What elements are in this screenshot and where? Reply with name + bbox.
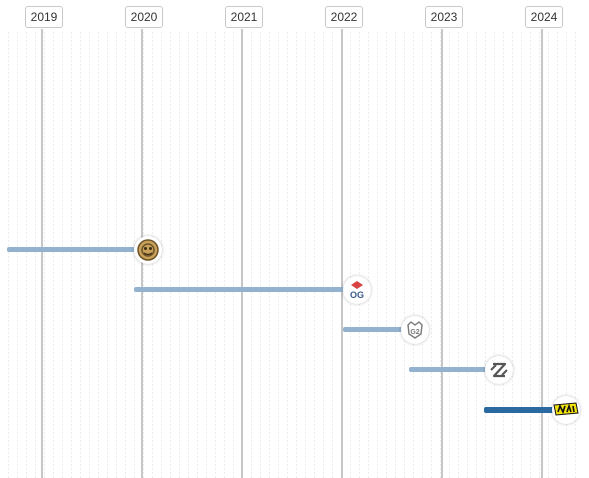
year-label-2021: 2021 [225, 6, 263, 28]
year-line-2019 [41, 29, 43, 478]
year-label-2023: 2023 [425, 6, 463, 28]
year-line-2021 [241, 29, 243, 478]
og-icon[interactable]: OG [343, 276, 371, 304]
nip-icon[interactable] [485, 356, 513, 384]
tenure-bar[interactable] [7, 247, 135, 252]
year-line-2022 [341, 29, 343, 478]
year-line-2023 [441, 29, 443, 478]
year-label-2020: 2020 [125, 6, 163, 28]
ence-icon[interactable] [134, 236, 162, 264]
tenure-bar[interactable] [409, 367, 487, 372]
year-label-2022: 2022 [325, 6, 363, 28]
year-label-2019: 2019 [25, 6, 63, 28]
year-line-2024 [541, 29, 543, 478]
svg-text:OG: OG [350, 290, 364, 300]
g2-icon[interactable]: G2 [401, 316, 429, 344]
year-label-2024: 2024 [525, 6, 563, 28]
tenure-bar-current[interactable] [484, 407, 554, 413]
tenure-bar[interactable] [343, 327, 403, 332]
svg-text:G2: G2 [410, 329, 419, 336]
tenure-bar[interactable] [134, 287, 345, 292]
navi-icon[interactable] [552, 396, 580, 424]
timeline-grid [0, 30, 578, 478]
